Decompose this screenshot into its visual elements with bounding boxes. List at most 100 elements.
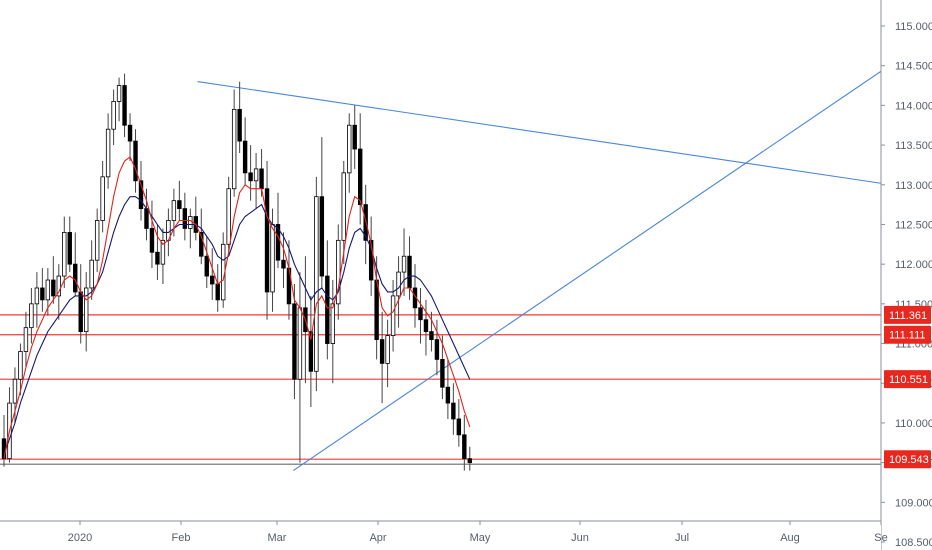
candle-28 [155,224,160,281]
candle-13 [73,232,78,296]
level-badge-label-1: 111.111 [889,330,926,342]
time-tick-3: Apr [369,532,386,544]
candle-17 [94,208,100,273]
candle-65 [357,113,363,225]
candle-32 [177,180,182,221]
candle-21 [116,77,122,122]
candle-46 [253,153,259,209]
candle-11 [62,216,67,288]
level-badge-2: 110.551 [884,370,931,389]
candle-33 [182,192,188,241]
candle-76 [418,287,423,344]
candle-16 [89,240,94,300]
level-badge-label-2: 110.551 [889,374,928,386]
candle-14 [78,264,83,344]
trendlines [197,10,932,472]
time-tick-0: 2020 [68,532,92,544]
level-badge-0: 111.361 [884,305,931,324]
candle-82 [451,383,456,435]
price-tick-9: 113.000 [895,180,932,192]
candle-79 [434,319,440,376]
time-tick-2: Mar [268,532,287,544]
candle-4 [23,311,29,368]
candle-70 [385,319,390,388]
price-tick-13: 115.000 [895,21,932,33]
candle-29 [160,228,166,284]
trendline-1[interactable] [292,10,932,472]
candle-25 [138,160,144,221]
ma-fast-line [3,156,471,459]
price-tick-12: 114.500 [895,61,932,73]
candle-57 [314,176,319,392]
candle-15 [84,272,89,352]
candle-72 [396,256,401,328]
candle-73 [401,228,407,296]
candle-84 [462,414,467,471]
level-badge-3: 109.543 [884,450,931,469]
time-tick-5: Jun [571,532,589,544]
candle-45 [248,145,253,201]
candle-53 [292,284,297,400]
candle-23 [127,113,133,161]
candle-80 [440,335,445,400]
candle-56 [308,295,314,408]
candle-0 [1,414,7,467]
time-tick-7: Aug [780,532,800,544]
candle-35 [193,196,198,241]
trendline-0[interactable] [197,81,932,197]
candle-37 [204,236,209,288]
price-tick-11: 114.000 [895,100,932,112]
candle-69 [379,311,385,404]
price-tick-3: 110.000 [895,418,932,430]
candle-3 [18,343,23,396]
time-axis[interactable]: 2020 Feb Mar Apr May Jun Jul Aug Se [0,520,888,550]
candle-41 [226,176,231,257]
candle-42 [231,89,237,197]
price-tick-10: 113.500 [895,140,932,152]
candle-9 [51,256,56,304]
price-tick-7: 112.000 [895,259,932,271]
ma-slow-line [3,196,471,455]
candle-64 [352,105,357,169]
level-badge-label-0: 111.361 [889,310,927,322]
candle-77 [423,299,429,356]
candle-7 [40,268,45,312]
candle-27 [149,200,155,269]
candle-58 [319,137,325,288]
price-tick-8: 112.500 [895,219,932,231]
candle-61 [336,224,341,320]
candle-59 [325,240,330,360]
candle-44 [242,117,248,185]
candle-22 [122,73,127,138]
candle-62 [341,160,346,265]
level-badge-1: 111.111 [884,325,931,344]
candle-6 [34,272,40,328]
price-tick-0: 108.500 [895,537,932,549]
moving-averages [3,156,471,459]
candle-81 [445,359,451,419]
time-tick-4: May [470,532,491,544]
time-tick-8: Se [874,532,887,544]
candle-67 [368,216,374,296]
candle-60 [330,280,335,384]
candle-19 [105,113,111,189]
price-tick-1: 109.000 [895,497,932,509]
price-badges: 111.361 111.111 110.551 109.543 [884,305,931,469]
time-tick-1: Feb [172,532,191,544]
candle-63 [347,113,352,193]
time-tick-6: Jul [675,532,689,544]
candle-18 [100,160,105,233]
candle-20 [111,89,116,146]
candle-24 [133,129,138,193]
level-badge-label-3: 109.543 [889,454,929,466]
candlesticks [1,73,472,471]
candle-2 [12,367,18,423]
candle-34 [188,208,193,249]
candle-51 [281,232,286,288]
candle-50 [275,192,281,269]
candle-12 [67,216,72,273]
candle-40 [220,232,226,308]
candle-38 [210,248,215,300]
candle-85 [467,446,472,471]
